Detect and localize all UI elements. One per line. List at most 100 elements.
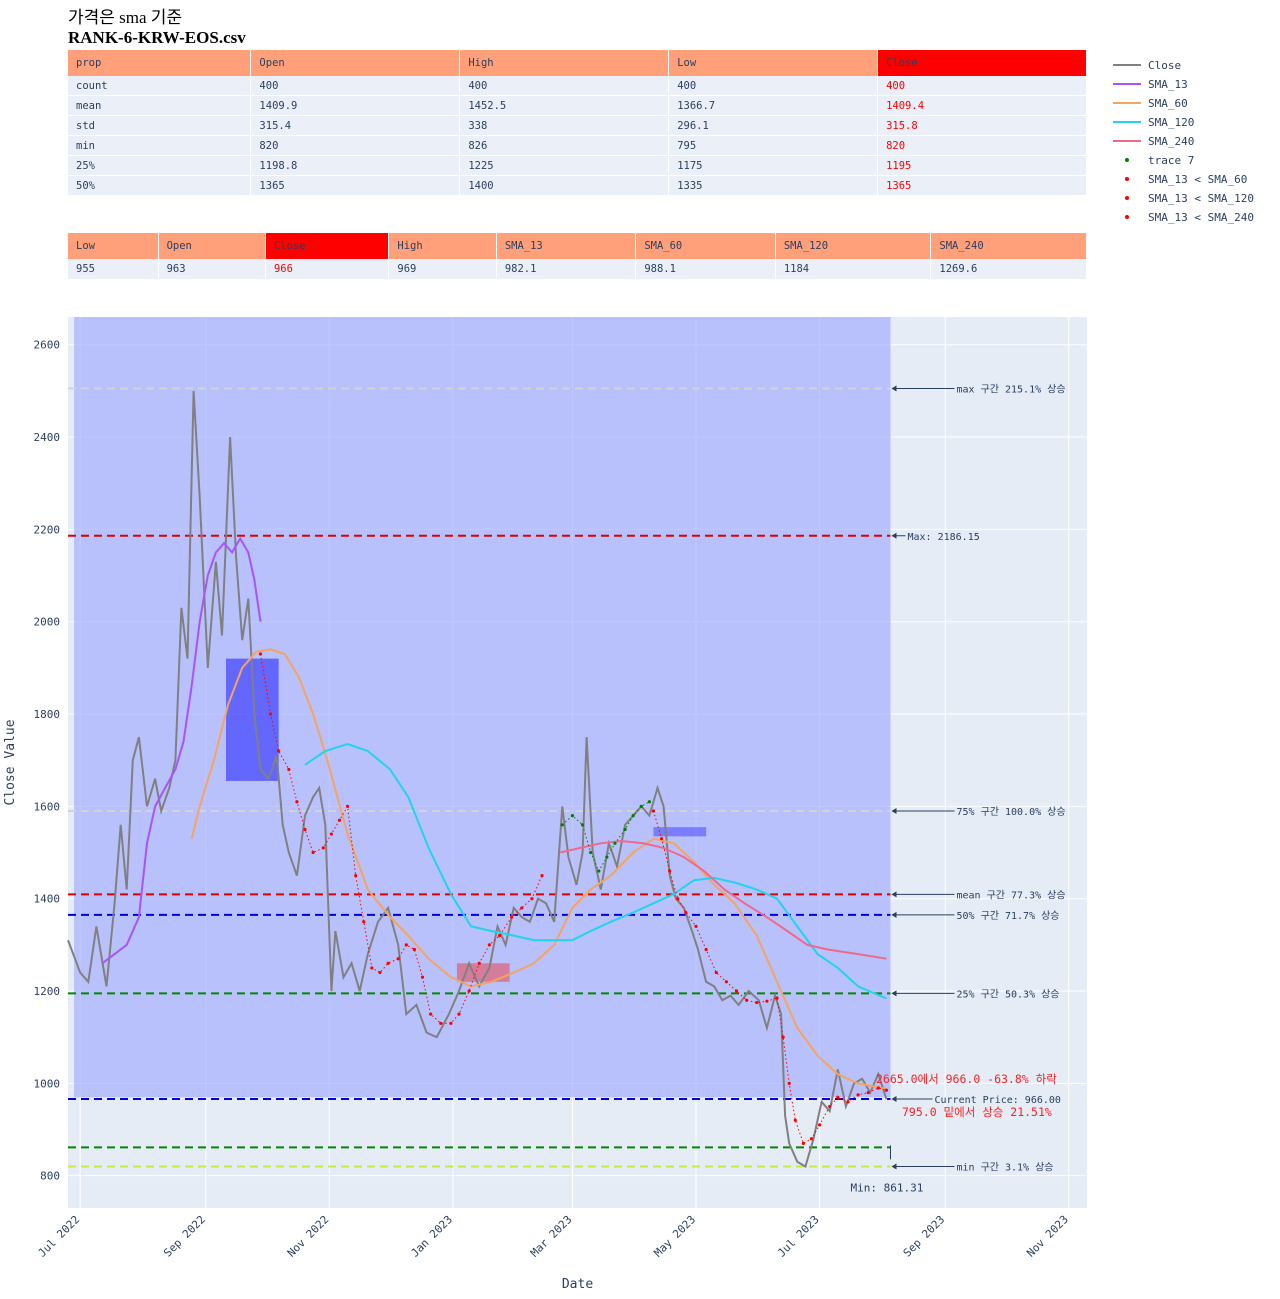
latest-values-table: Low Open Close High SMA_13 SMA_60 SMA_120 SMA_2…: [68, 233, 1087, 280]
stats-cell: mean: [68, 95, 252, 116]
y-tick-label: 2600: [34, 339, 61, 352]
series-line-sma_13: [101, 536, 262, 965]
title-line-2: RANK-6-KRW-EOS.csv: [68, 28, 246, 47]
x-tick-label: Jul 2023: [775, 1213, 822, 1260]
signal-point: [793, 1118, 797, 1122]
stats-row: min 820 826 795 820: [68, 135, 1087, 156]
highlight-box: [226, 658, 279, 781]
latest-cell: 1184: [775, 259, 932, 280]
x-tick-label: Sep 2023: [901, 1213, 948, 1260]
signal-point: [801, 1141, 805, 1145]
highlight-box: [456, 963, 510, 982]
signal-point: [520, 906, 524, 910]
series-line-sma_60: [190, 648, 887, 1090]
stats-cell: 1400: [459, 175, 670, 196]
series-line-sma_120: [304, 742, 887, 1000]
signal-point: [540, 874, 544, 878]
stats-cell: 1225: [459, 155, 670, 176]
stats-header: Close: [877, 50, 1087, 76]
latest-row: 955 963 966 969 982.1 988.1 1184 1269.6: [68, 259, 1087, 280]
legend-label: Close: [1148, 59, 1181, 72]
stats-cell: count: [68, 76, 252, 96]
series-line-sma_240: [560, 839, 887, 960]
stats-header: Low: [668, 50, 879, 76]
signal-point: [345, 804, 350, 808]
signal-point: [378, 970, 382, 975]
stats-cell: 25%: [68, 155, 252, 176]
latest-header: Open: [158, 233, 266, 259]
latest-header: Close: [265, 233, 390, 259]
annotation-label: mean 구간 77.3% 상승: [956, 889, 1065, 901]
stats-cell: 1365: [250, 175, 461, 196]
x-tick-label: Jul 2022: [36, 1213, 83, 1260]
legend-label: SMA_13 < SMA_60: [1148, 173, 1247, 186]
legend-label: SMA_13 < SMA_120: [1148, 192, 1254, 205]
rise-annotation: 795.0 밑에서 상승 21.51%: [902, 1105, 1052, 1119]
stats-cell: 1365: [877, 175, 1087, 196]
signal-point: [866, 1090, 870, 1095]
signal-point: [694, 924, 698, 928]
latest-cell: 969: [388, 259, 497, 280]
signal-point: [765, 999, 769, 1003]
latest-header: Low: [68, 233, 159, 259]
y-tick-label: 2400: [34, 431, 61, 444]
signal-point: [828, 1104, 832, 1109]
signal-point: [684, 910, 688, 915]
signal-line: [260, 653, 543, 1024]
signal-point: [295, 800, 299, 804]
stats-cell: 400: [250, 76, 461, 96]
stats-cell: std: [68, 115, 252, 136]
annotation-label: Current Price: 966.00: [934, 1095, 1060, 1106]
signal-point: [809, 1137, 814, 1141]
latest-cell: 963: [158, 259, 266, 280]
signal-point: [597, 869, 601, 873]
signal-point: [876, 1086, 880, 1090]
stats-cell: 820: [250, 135, 461, 156]
series-line-close: [67, 390, 888, 1169]
stats-row: std 315.4 338 296.1 315.8: [68, 115, 1087, 136]
signal-point: [329, 832, 333, 836]
signal-line: [653, 810, 887, 1145]
stats-cell: min: [68, 135, 252, 156]
annotation-arrowhead: [891, 807, 897, 814]
signal-point: [856, 1093, 860, 1097]
signal-point: [884, 1088, 889, 1092]
legend-label: SMA_60: [1148, 97, 1188, 110]
signal-point: [787, 1081, 791, 1085]
title-line-1: 가격은 sma 기준: [68, 8, 183, 27]
latest-header: SMA_60: [635, 233, 776, 259]
stats-cell: 50%: [68, 175, 252, 196]
signal-point: [631, 813, 635, 818]
x-tick-label: Mar 2023: [528, 1213, 575, 1260]
signal-point: [321, 846, 325, 850]
signal-point: [775, 996, 779, 1000]
x-tick-label: Nov 2023: [1024, 1213, 1071, 1260]
signal-point: [651, 809, 656, 813]
signal-point: [396, 957, 400, 961]
stats-cell: 400: [877, 76, 1087, 96]
stats-cell: 1409.4: [877, 95, 1087, 116]
signal-point: [268, 712, 273, 716]
signal-line: [561, 801, 650, 873]
signal-point: [477, 961, 481, 965]
signal-point: [467, 989, 471, 993]
signal-point: [639, 804, 643, 808]
signal-point: [370, 966, 374, 970]
annotation-arrowhead: [891, 911, 897, 918]
highlight-box: [653, 827, 707, 837]
annotation-arrowhead: [891, 990, 897, 997]
latest-header: High: [388, 233, 497, 259]
latest-header: SMA_240: [930, 233, 1087, 259]
annotation-label: Max: 2186.15: [907, 532, 979, 543]
signal-point: [676, 897, 680, 901]
x-tick-label: Jan 2023: [408, 1213, 455, 1260]
stats-cell: 1452.5: [459, 95, 670, 116]
stats-cell: 400: [668, 76, 879, 96]
annotation-arrowhead: [891, 1096, 897, 1103]
annotation-label: min 구간 3.1% 상승: [956, 1161, 1053, 1173]
signal-point: [303, 827, 307, 832]
signal-point: [449, 1021, 453, 1025]
legend-swatch: [1125, 177, 1129, 181]
latest-cell: 955: [68, 259, 159, 280]
y-tick-label: 1000: [34, 1077, 61, 1090]
